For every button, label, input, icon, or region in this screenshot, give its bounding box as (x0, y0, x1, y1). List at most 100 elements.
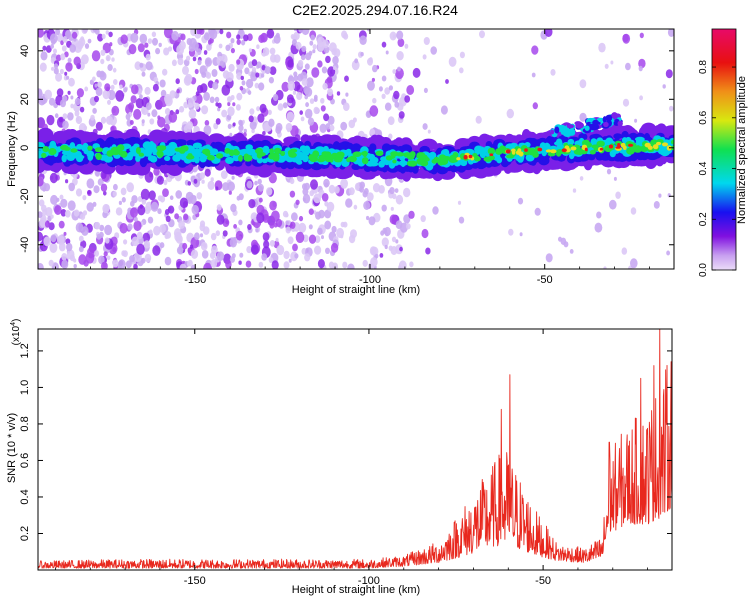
spectrogram-speckle (579, 176, 584, 181)
spectrogram-speckle (75, 115, 83, 125)
spectrogram-speckle (263, 240, 270, 249)
spectrogram-band-blob (567, 138, 575, 146)
spectrogram-speckle (309, 190, 315, 197)
spectrogram-speckle (187, 259, 193, 267)
spectrogram-speckle (130, 32, 139, 43)
spectrogram-speckle (306, 77, 314, 88)
spectrogram-speckle (326, 76, 333, 84)
spectrogram-band-blob (60, 144, 69, 151)
spectrogram-speckle (111, 105, 120, 116)
spectrogram-speckle (164, 256, 172, 266)
spectrogram-speckle (50, 194, 58, 205)
spectrogram-band-blob (346, 148, 352, 155)
spectrogram-band-blob (599, 147, 604, 151)
spectrogram-speckle (395, 239, 399, 244)
spectrogram-band-blob (468, 154, 473, 159)
spectrogram-band-blob (635, 136, 645, 142)
spectrogram-speckle (73, 209, 80, 217)
spectrogram-speckle (178, 220, 185, 229)
spectrogram-speckle (204, 57, 212, 67)
spectrogram-speckle (162, 68, 168, 76)
spectrogram-speckle (430, 46, 438, 55)
spectrogram-band-blob (555, 149, 562, 157)
spectrogram-speckle (69, 44, 76, 53)
spectrogram-speckle (289, 190, 296, 198)
spectrogram-speckle (368, 57, 373, 63)
spectrogram-speckle (381, 75, 387, 82)
spectrogram-band-blob (670, 139, 674, 145)
spectrogram-band-blob (471, 165, 481, 177)
spectrogram-speckle (112, 191, 117, 197)
spectrogram-band-blob (392, 159, 397, 164)
spectrogram-speckle (227, 123, 232, 129)
spectrogram-speckle (384, 87, 391, 95)
spectrogram-speckle (102, 89, 110, 100)
spectrogram-speckle (296, 92, 303, 100)
spectrogram-speckle (186, 38, 192, 46)
spectrogram-speckle (257, 183, 264, 192)
spectrogram-speckle (95, 87, 103, 96)
spectrogram-speckle (78, 235, 84, 242)
spectrogram-band-blob (637, 146, 645, 151)
spectrogram-band-blob (238, 149, 248, 155)
spectrogram-speckle (219, 29, 224, 35)
spectrogram-speckle (302, 197, 306, 202)
spectrogram-speckle (42, 187, 46, 192)
spectrogram-speckle (190, 249, 199, 259)
spectrogram-speckle (194, 68, 199, 75)
spectrogram-speckle (665, 69, 673, 79)
spectrogram-speckle (658, 193, 662, 198)
spectrogram-band-blob (168, 141, 178, 151)
spectrogram-speckle (246, 78, 254, 89)
spectrogram-speckle (130, 207, 138, 218)
spectrogram-speckle (603, 266, 607, 269)
spectrogram-band-blob (111, 146, 120, 152)
spectrogram-speckle (60, 40, 64, 46)
spectrogram-speckle (240, 75, 244, 81)
spectrogram-speckle (141, 119, 145, 124)
spectrogram-speckle (304, 63, 310, 70)
spectrogram-speckle (238, 119, 243, 126)
spectrogram-speckle (308, 224, 313, 230)
spectrogram-speckle (328, 184, 336, 194)
spectrogram-speckle (398, 111, 405, 119)
spectrogram-band-blob (476, 146, 486, 153)
spectrogram-speckle (313, 193, 322, 204)
spectrogram-speckle (298, 215, 304, 222)
spectrogram-band-blob (288, 152, 297, 158)
spectrogram-speckle (227, 181, 236, 192)
spectrogram-speckle (334, 186, 340, 194)
spectrogram-speckle (82, 210, 88, 216)
spectrogram-band-blob (369, 143, 377, 151)
colorbar-tick-label: 0.0 (698, 263, 709, 277)
spectrogram-speckle (343, 102, 350, 111)
spectrogram-speckle (531, 72, 536, 78)
spectrogram-speckle (293, 29, 297, 32)
spectrogram-speckle (563, 241, 569, 248)
spectrogram-speckle (239, 252, 244, 258)
spectrogram-speckle (97, 81, 102, 88)
spectrogram-speckle (255, 228, 259, 233)
spectrogram-speckle (283, 261, 290, 269)
spectrogram-speckle (384, 102, 392, 111)
spectrogram-speckle (73, 264, 77, 269)
spectrogram-speckle (300, 116, 305, 122)
spectrogram-speckle (221, 84, 231, 96)
spectrogram-speckle (92, 76, 96, 82)
spectrogram-speckle (141, 71, 146, 77)
spectrogram-speckle (579, 112, 587, 122)
spectrogram-speckle (115, 90, 125, 102)
spectrogram-speckle (175, 190, 182, 199)
spectrogram-speckle (298, 222, 307, 233)
spectrogram-speckle (366, 192, 374, 202)
spectrogram-band-blob (76, 143, 83, 150)
spectrogram-speckle (396, 30, 404, 40)
spectrogram-speckle (53, 67, 59, 75)
spectrogram-speckle (312, 49, 316, 54)
spectrogram-speckle (135, 98, 144, 109)
spectrogram-speckle (95, 170, 100, 177)
spectrogram-speckle (286, 94, 294, 104)
spectrogram-speckle (321, 66, 328, 74)
spectrogram-speckle (169, 195, 174, 200)
spectrogram-speckle (398, 265, 402, 269)
